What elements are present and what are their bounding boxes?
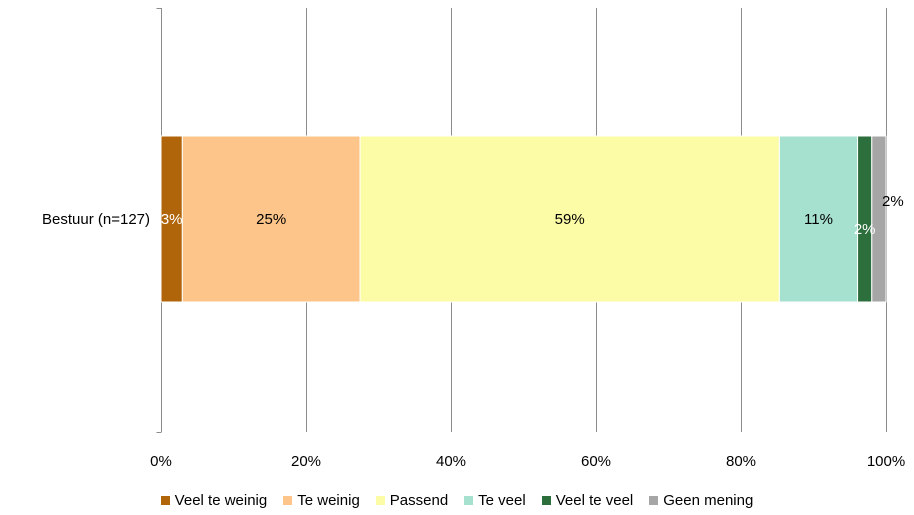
legend-swatch [464, 495, 474, 505]
data-label: 2% [854, 221, 876, 238]
legend-swatch [649, 495, 659, 505]
bar-segment [181, 135, 361, 303]
legend-swatch [541, 495, 551, 505]
legend-label: Veel te weinig [174, 491, 268, 509]
bar-segment [871, 135, 887, 303]
bar-segment [857, 135, 873, 303]
x-tick-label: 40% [436, 453, 466, 470]
legend-swatch [283, 495, 293, 505]
legend-swatch [160, 495, 170, 505]
category-label: Bestuur (n=127) [42, 211, 150, 228]
data-label: 2% [882, 193, 904, 210]
x-tick-label: 20% [291, 453, 321, 470]
x-tick-label: 100% [867, 453, 905, 470]
bar-segment [359, 135, 780, 303]
legend-label: Te veel [478, 491, 526, 509]
legend-label: Veel te veel [555, 491, 634, 509]
bar-segment [778, 135, 859, 303]
data-label: 3% [161, 211, 183, 228]
legend-label: Passend [389, 491, 449, 509]
legend-label: Te weinig [297, 491, 360, 509]
chart-legend: Veel te weinig Te weinig Passend Te veel Vee… [0, 488, 914, 512]
x-tick-label: 80% [726, 453, 756, 470]
legend-swatch [375, 495, 385, 505]
legend-item: Passend [375, 491, 449, 509]
legend-item: Te weinig [283, 492, 360, 509]
x-tick-label: 60% [581, 453, 611, 470]
data-label: 25% [256, 211, 286, 228]
legend-item: Veel te veel [541, 491, 634, 509]
data-label: 11% [804, 211, 833, 228]
x-tick-label: 0% [150, 453, 172, 470]
legend-label: Geen mening [663, 491, 754, 509]
data-label: 59% [555, 211, 585, 228]
legend-item: Geen mening [649, 492, 753, 509]
legend-item: Veel te weinig [160, 491, 268, 509]
legend-item: Te veel [464, 492, 526, 509]
